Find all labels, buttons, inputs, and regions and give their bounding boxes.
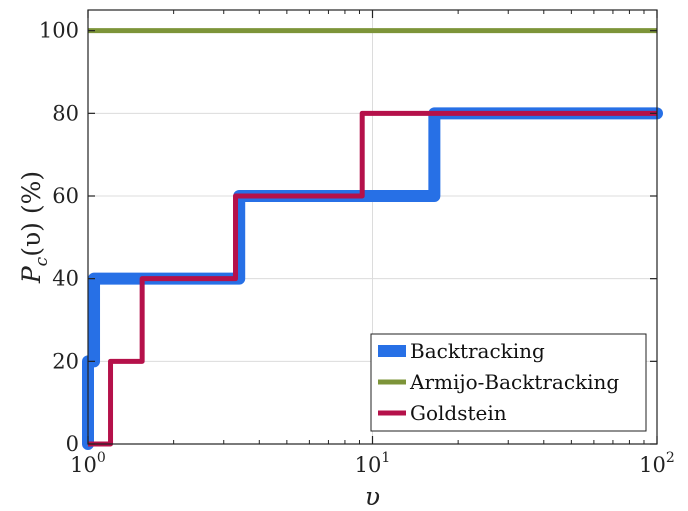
y-axis-label-arg: (υ) (%) [17,171,46,257]
tick-marks [87,10,658,445]
legend-box [370,333,647,432]
y-tick-label: 20 [52,349,79,373]
x-tick-label: 100 [70,450,106,477]
y-tick-label: 100 [39,19,79,43]
series-line-goldstein [88,110,657,447]
legend-label: Armijo-Backtracking [409,370,619,394]
y-tick-label: 60 [52,184,79,208]
legend-label: Goldstein [410,401,507,425]
y-tick-label: 80 [52,101,79,125]
y-axis-label-main: P [17,265,46,284]
legend-label: Backtracking [410,339,545,363]
y-tick-label: 0 [66,432,79,456]
legend: Backtracking Armijo-Backtracking Goldstein [370,333,647,432]
x-axis-label: υ [365,482,380,511]
y-axis-label: Pc(υ) (%) [17,171,52,284]
tick-labels: 0 20 40 60 80 100 100 101 102 [39,19,675,477]
y-axis-label-sub: c [32,256,52,266]
y-tick-label: 40 [52,267,79,291]
x-tick-label: 102 [639,450,675,477]
x-tick-label: 101 [355,450,391,477]
